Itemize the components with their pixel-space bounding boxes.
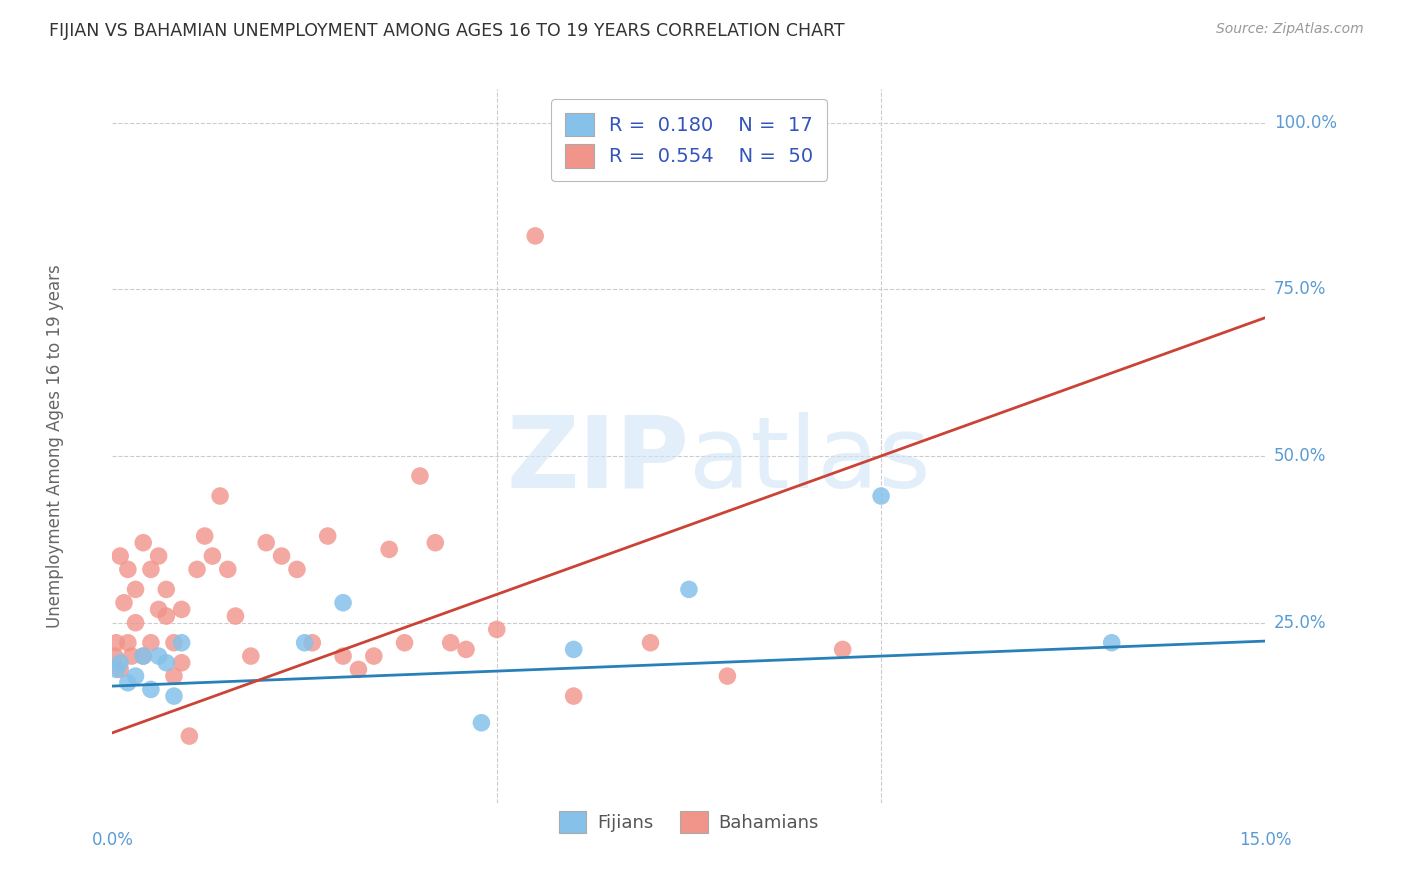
Point [201,549,224,563]
Point [378,542,401,557]
Point [117,562,139,576]
Point [139,682,162,697]
Point [224,609,246,624]
Point [316,529,339,543]
Point [139,562,162,576]
Point [105,662,128,676]
Point [270,549,292,563]
Point [155,656,177,670]
Point [108,662,131,676]
Point [186,562,208,576]
Point [870,489,893,503]
Point [562,689,585,703]
Point [409,469,432,483]
Point [132,649,155,664]
Point [194,529,217,543]
Point [170,636,193,650]
Point [425,535,447,549]
Point [163,669,186,683]
Text: Unemployment Among Ages 16 to 19 years: Unemployment Among Ages 16 to 19 years [46,264,63,628]
Point [124,582,146,597]
Text: FIJIAN VS BAHAMIAN UNEMPLOYMENT AMONG AGES 16 TO 19 YEARS CORRELATION CHART: FIJIAN VS BAHAMIAN UNEMPLOYMENT AMONG AG… [49,22,845,40]
Point [155,582,177,597]
Point [108,656,131,670]
Point [440,636,463,650]
Text: 50.0%: 50.0% [1274,447,1326,465]
Text: 15.0%: 15.0% [1239,830,1292,848]
Point [112,596,135,610]
Text: Source: ZipAtlas.com: Source: ZipAtlas.com [1216,22,1364,37]
Point [301,636,323,650]
Point [1101,636,1123,650]
Text: atlas: atlas [689,412,931,508]
Text: 100.0%: 100.0% [1274,113,1337,131]
Point [170,656,193,670]
Point [332,596,354,610]
Point [124,615,146,630]
Point [347,662,370,676]
Point [562,642,585,657]
Point [285,562,308,576]
Point [239,649,262,664]
Point [831,642,853,657]
Point [108,549,131,563]
Point [121,649,143,664]
Point [716,669,738,683]
Point [209,489,232,503]
Point [148,549,170,563]
Point [217,562,239,576]
Text: ZIP: ZIP [506,412,689,508]
Point [363,649,385,664]
Point [163,636,186,650]
Point [485,623,508,637]
Point [294,636,316,650]
Point [332,649,354,664]
Point [155,609,177,624]
Point [132,535,155,549]
Point [254,535,277,549]
Text: 75.0%: 75.0% [1274,280,1326,298]
Point [163,689,186,703]
Point [148,649,170,664]
Point [470,715,492,730]
Point [117,675,139,690]
Point [148,602,170,616]
Point [179,729,201,743]
Point [640,636,662,650]
Point [394,636,416,650]
Point [524,228,547,243]
Point [170,602,193,616]
Point [104,649,127,664]
Point [117,636,139,650]
Point [678,582,700,597]
Point [124,669,146,683]
Point [132,649,155,664]
Text: 0.0%: 0.0% [91,830,134,848]
Legend: Fijians, Bahamians: Fijians, Bahamians [553,804,825,840]
Text: 25.0%: 25.0% [1274,614,1326,632]
Point [454,642,477,657]
Point [105,636,128,650]
Point [139,636,162,650]
